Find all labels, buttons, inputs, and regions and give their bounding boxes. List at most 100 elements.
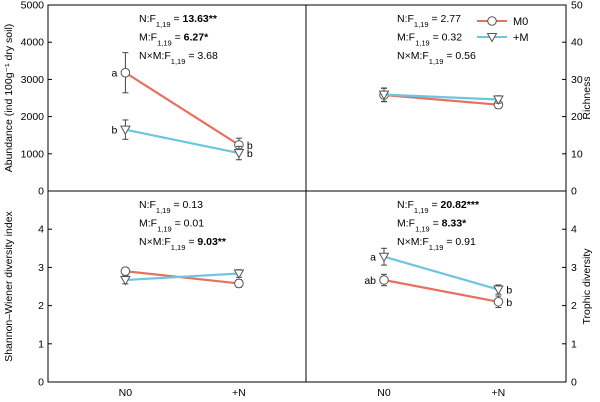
stat-sep: = — [430, 218, 442, 230]
y-axis-label: Shannon–Wiener diversity index — [3, 210, 15, 361]
x-tick-label: N0 — [377, 387, 391, 399]
data-point-circle — [493, 296, 504, 307]
data-point-triangle — [493, 285, 504, 296]
data-point-triangle — [378, 90, 390, 101]
legend-marker-circle — [487, 16, 497, 26]
anova-statistic: M:F1,19 = 0.01 — [139, 218, 204, 234]
stat-value: 2.77 — [441, 13, 462, 25]
stat-value: 0.32 — [442, 32, 463, 44]
data-point-circle — [120, 67, 131, 78]
y-tick-label: 10 — [571, 148, 583, 160]
x-tick-label: +N — [232, 387, 246, 399]
stat-term: N×M:F — [139, 50, 171, 62]
y-tick-label: 2 — [38, 300, 44, 312]
stat-value: 8.33* — [442, 218, 467, 230]
series-line-+M — [383, 93, 499, 101]
data-point-circle — [379, 275, 389, 285]
legend: M0 +M — [477, 16, 529, 44]
stat-df: 1,19 — [171, 243, 186, 252]
y-tick-label: 0 — [38, 377, 44, 389]
y-tick-label: 0 — [571, 377, 577, 389]
stat-sep: = — [171, 199, 183, 211]
anova-statistic: M:F1,19 = 8.33* — [397, 218, 467, 234]
y-tick-label: 1 — [571, 338, 577, 350]
significance-letter: b — [247, 140, 253, 152]
series-line-+M — [125, 272, 239, 282]
stat-df: 1,19 — [157, 224, 172, 233]
stat-value: 3.68 — [197, 50, 218, 62]
y-tick-label: 1 — [38, 338, 44, 350]
x-tick-label: +N — [492, 387, 506, 399]
stat-term: M:F — [139, 32, 157, 44]
plot-frame — [47, 4, 567, 383]
stat-sep: = — [429, 13, 441, 25]
data-point-triangle — [120, 125, 131, 136]
legend-label: +M — [513, 32, 529, 44]
significance-letter: b — [506, 297, 512, 309]
stat-df: 1,19 — [156, 20, 171, 29]
y-tick-label: 5000 — [21, 0, 45, 12]
anova-statistic: N:F1,19 = 20.82*** — [397, 199, 480, 215]
data-point-circle — [234, 278, 244, 289]
anova-statistic: N×M:F1,19 = 9.03** — [139, 236, 227, 252]
stat-term: N:F — [139, 199, 156, 211]
stat-term: N:F — [139, 13, 156, 25]
y-axis-label: Abundance (ind 100g⁻¹ dry soil) — [3, 24, 15, 173]
anova-statistic: N:F1,19 = 13.63** — [139, 13, 218, 29]
legend-label: M0 — [513, 16, 528, 28]
stat-sep: = — [171, 13, 183, 25]
stat-sep: = — [172, 32, 184, 44]
stat-value: 0.13 — [183, 199, 204, 211]
stat-value: 9.03** — [197, 236, 227, 248]
stat-sep: = — [443, 236, 455, 248]
y-tick-label: 20 — [571, 111, 583, 123]
anova-statistic: M:F1,19 = 0.32 — [397, 32, 462, 48]
y-tick-label: 3000 — [21, 74, 45, 86]
series-line-+M — [125, 128, 240, 155]
stat-term: M:F — [397, 218, 415, 230]
series-line-M0 — [383, 278, 499, 303]
stat-df: 1,19 — [415, 38, 430, 47]
y-tick-label: 4 — [38, 224, 44, 236]
y-tick-label: 40 — [571, 37, 583, 49]
stat-sep: = — [443, 50, 455, 62]
significance-letter: a — [112, 68, 118, 80]
stat-sep: = — [185, 50, 197, 62]
y-tick-label: 3 — [38, 262, 44, 274]
anova-statistic: N:F1,19 = 0.13 — [139, 199, 203, 215]
stat-term: N×M:F — [139, 236, 171, 248]
stat-sep: = — [172, 218, 184, 230]
y-tick-label: 3 — [571, 262, 577, 274]
y-tick-label: 4000 — [21, 37, 45, 49]
stat-df: 1,19 — [171, 57, 186, 66]
stat-term: N:F — [397, 199, 414, 211]
stat-value: 0.56 — [455, 50, 476, 62]
stat-term: N×M:F — [397, 50, 429, 62]
significance-letter: a — [370, 252, 376, 264]
y-axis-label: Trophic diversity — [581, 248, 593, 325]
y-axis-label: Richness — [581, 76, 593, 119]
series-line-+M — [383, 255, 499, 291]
anova-statistic: M:F1,19 = 6.27* — [139, 32, 209, 48]
panel-top-left: 0 1000 2000 3000 4000 5000 Abundance (ind 100g… — [3, 0, 253, 198]
data-point-triangle — [493, 95, 504, 106]
significance-letter: b — [247, 148, 253, 160]
y-tick-label: 0 — [571, 186, 577, 198]
series-line-M0 — [383, 93, 499, 106]
y-tick-label: 1000 — [21, 148, 45, 160]
significance-letter: ab — [364, 275, 376, 287]
stat-df: 1,19 — [414, 20, 429, 29]
stat-value: 20.82*** — [441, 199, 480, 211]
stat-df: 1,19 — [156, 206, 171, 215]
data-point-circle — [120, 266, 131, 277]
stat-term: M:F — [397, 32, 415, 44]
stat-df: 1,19 — [429, 243, 444, 252]
anova-statistic: N×M:F1,19 = 0.56 — [397, 50, 476, 66]
data-point-triangle — [378, 252, 390, 263]
legend-marker-triangle — [486, 33, 498, 43]
stat-sep: = — [429, 199, 441, 211]
